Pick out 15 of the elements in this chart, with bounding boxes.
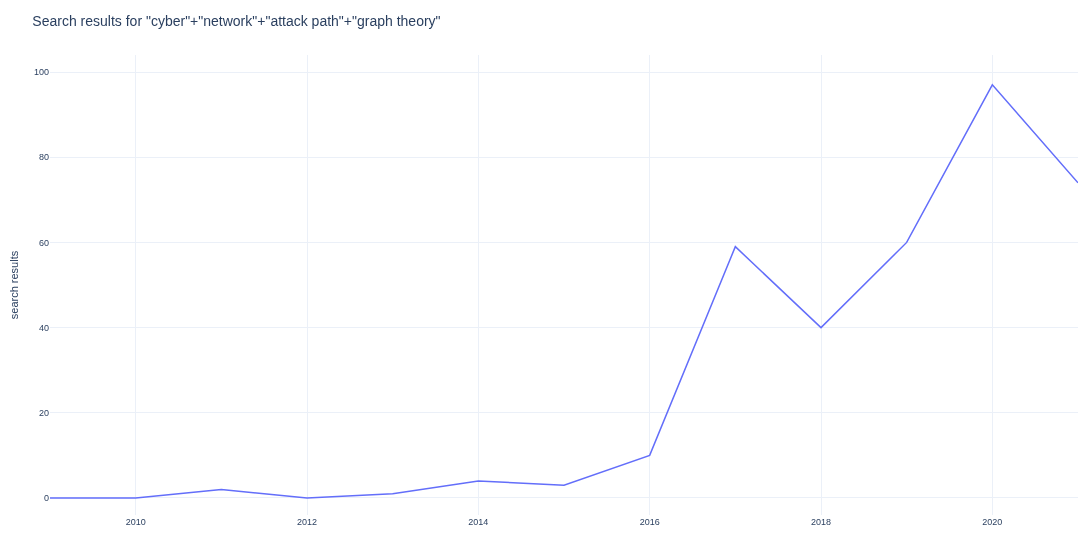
y-tick-label: 60 (38, 237, 49, 248)
x-tick-label: 2010 (125, 517, 146, 527)
line-series (50, 84, 1078, 499)
y-tick-label: 80 (38, 152, 49, 163)
y-tick-label: 20 (38, 407, 49, 418)
x-tick-label: 2020 (982, 517, 1003, 527)
x-tick-label: 2018 (810, 517, 832, 527)
y-axis-title: search results (8, 250, 20, 320)
y-tick-label: 0 (43, 493, 49, 504)
x-tick-label: 2012 (296, 517, 318, 527)
x-tick-label: 2016 (639, 517, 660, 527)
x-tick-label: 2014 (468, 517, 489, 527)
y-tick-label: 100 (33, 67, 49, 78)
chart-title: Search results for "cyber"+"network"+"attack path"+"graph theory" (32, 12, 441, 29)
y-tick-label: 40 (38, 322, 49, 333)
